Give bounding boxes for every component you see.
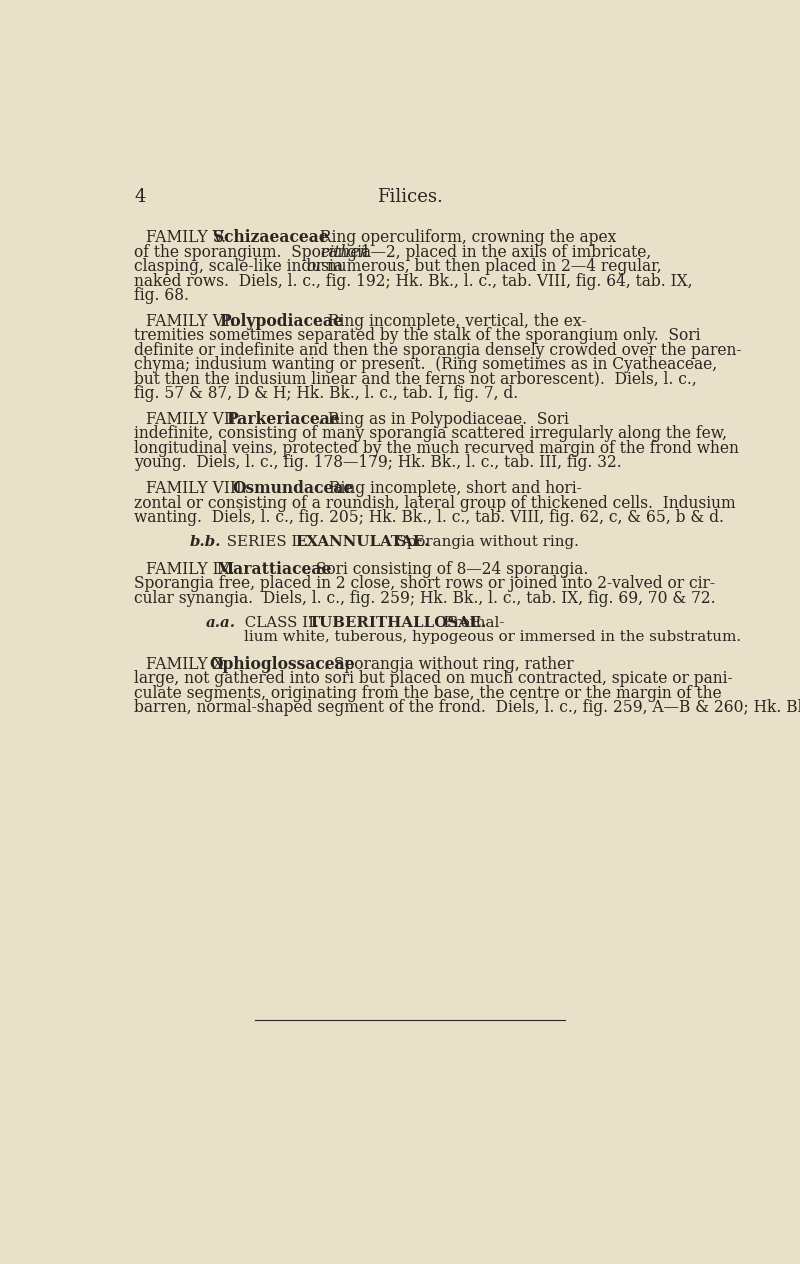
Text: wanting.  Diels, l. c., fig. 205; Hk. Bk., l. c., tab. VIII, fig. 62, c, & 65, b: wanting. Diels, l. c., fig. 205; Hk. Bk.… bbox=[134, 509, 724, 526]
Text: large, not gathered into sori but placed on much contracted, spicate or pani-: large, not gathered into sori but placed… bbox=[134, 670, 733, 688]
Text: . Sporangia without ring, rather: . Sporangia without ring, rather bbox=[325, 656, 574, 672]
Text: or: or bbox=[306, 258, 323, 276]
Text: chyma; indusium wanting or present.  (Ring sometimes as in Cyatheaceae,: chyma; indusium wanting or present. (Rin… bbox=[134, 356, 718, 373]
Text: culate segments, originating from the base, the centre or the margin of the: culate segments, originating from the ba… bbox=[134, 685, 722, 702]
Text: Parkeriaceae: Parkeriaceae bbox=[226, 411, 340, 428]
Text: either: either bbox=[320, 244, 367, 260]
Text: . Sori consisting of 8—24 sporangia.: . Sori consisting of 8—24 sporangia. bbox=[306, 561, 588, 578]
Text: lium white, tuberous, hypogeous or immersed in the substratum.: lium white, tuberous, hypogeous or immer… bbox=[244, 629, 741, 643]
Text: zontal or consisting of a roundish, lateral group of thickened cells.  Indusium: zontal or consisting of a roundish, late… bbox=[134, 494, 736, 512]
Text: Schizaeaceae: Schizaeaceae bbox=[214, 230, 330, 246]
Text: FAMILY X.: FAMILY X. bbox=[146, 656, 229, 672]
Text: Ophioglossaceae: Ophioglossaceae bbox=[210, 656, 355, 672]
Text: CLASS II.: CLASS II. bbox=[239, 616, 328, 629]
Text: fig. 57 & 87, D & H; Hk. Bk., l. c., tab. I, fig. 7, d.: fig. 57 & 87, D & H; Hk. Bk., l. c., tab… bbox=[134, 386, 518, 402]
Text: Polypodiaceae: Polypodiaceae bbox=[220, 313, 343, 330]
Text: but then the indusium linear and the ferns not arborescent).  Diels, l. c.,: but then the indusium linear and the fer… bbox=[134, 370, 697, 388]
Text: a.a.: a.a. bbox=[206, 616, 235, 629]
Text: FAMILY V.: FAMILY V. bbox=[146, 230, 226, 246]
Text: FAMILY VII.: FAMILY VII. bbox=[146, 411, 242, 428]
Text: tremities sometimes separated by the stalk of the sporangium only.  Sori: tremities sometimes separated by the sta… bbox=[134, 327, 706, 344]
Text: FAMILY IX.: FAMILY IX. bbox=[146, 561, 235, 578]
Text: clasping, scale-like indusia: clasping, scale-like indusia bbox=[134, 258, 348, 276]
Text: . Ring operculiform, crowning the apex: . Ring operculiform, crowning the apex bbox=[310, 230, 616, 246]
Text: . Ring as in Polypodiaceae.  Sori: . Ring as in Polypodiaceae. Sori bbox=[318, 411, 569, 428]
Text: . Ring incomplete, vertical, the ex-: . Ring incomplete, vertical, the ex- bbox=[318, 313, 586, 330]
Text: 1—2, placed in the axils of imbricate,: 1—2, placed in the axils of imbricate, bbox=[356, 244, 651, 260]
Text: Filices.: Filices. bbox=[377, 187, 443, 206]
Text: numerous, but then placed in 2—4 regular,: numerous, but then placed in 2—4 regular… bbox=[322, 258, 662, 276]
Text: cular synangia.  Diels, l. c., fig. 259; Hk. Bk., l. c., tab. IX, fig. 69, 70 & : cular synangia. Diels, l. c., fig. 259; … bbox=[134, 589, 716, 607]
Text: longitudinal veins, protected by the much recurved margin of the frond when: longitudinal veins, protected by the muc… bbox=[134, 440, 739, 456]
Text: definite or indefinite and then the sporangia densely crowded over the paren-: definite or indefinite and then the spor… bbox=[134, 341, 742, 359]
Text: Osmundaceae: Osmundaceae bbox=[232, 480, 354, 497]
Text: SERIES II.: SERIES II. bbox=[222, 535, 318, 549]
Text: naked rows.  Diels, l. c., fig. 192; Hk. Bk., l. c., tab. VIII, fig. 64, tab. IX: naked rows. Diels, l. c., fig. 192; Hk. … bbox=[134, 273, 693, 289]
Text: Sporangia without ring.: Sporangia without ring. bbox=[387, 535, 579, 549]
Text: FAMILY VI.: FAMILY VI. bbox=[146, 313, 235, 330]
Text: Marattiaceae: Marattiaceae bbox=[216, 561, 331, 578]
Text: b.b.: b.b. bbox=[190, 535, 222, 549]
Text: . Ring incomplete, short and hori-: . Ring incomplete, short and hori- bbox=[319, 480, 582, 497]
Text: EXANNULATAE.: EXANNULATAE. bbox=[295, 535, 430, 549]
Text: TUBERITHALLOSAE.: TUBERITHALLOSAE. bbox=[309, 616, 487, 629]
Text: of the sporangium.  Sporangia: of the sporangium. Sporangia bbox=[134, 244, 376, 260]
Text: FAMILY VIII.: FAMILY VIII. bbox=[146, 480, 247, 497]
Text: young.  Diels, l. c., fig. 178—179; Hk. Bk., l. c., tab. III, fig. 32.: young. Diels, l. c., fig. 178—179; Hk. B… bbox=[134, 454, 622, 471]
Text: Sporangia free, placed in 2 close, short rows or joined into 2-valved or cir-: Sporangia free, placed in 2 close, short… bbox=[134, 575, 715, 592]
Text: fig. 68.: fig. 68. bbox=[134, 287, 189, 305]
Text: indefinite, consisting of many sporangia scattered irregularly along the few,: indefinite, consisting of many sporangia… bbox=[134, 426, 727, 442]
Text: 4: 4 bbox=[134, 187, 146, 206]
Text: barren, normal-shaped segment of the frond.  Diels, l. c., fig. 259, A—B & 260; : barren, normal-shaped segment of the fro… bbox=[134, 699, 800, 715]
Text: Prothal-: Prothal- bbox=[434, 616, 505, 629]
